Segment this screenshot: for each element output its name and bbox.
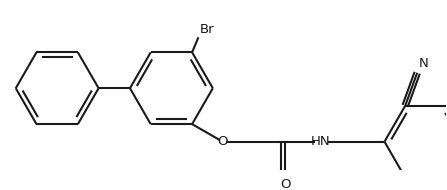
Text: HN: HN [311, 135, 330, 148]
Text: O: O [217, 135, 228, 148]
Text: N: N [418, 57, 428, 70]
Text: O: O [280, 178, 291, 190]
Text: Br: Br [200, 23, 214, 36]
